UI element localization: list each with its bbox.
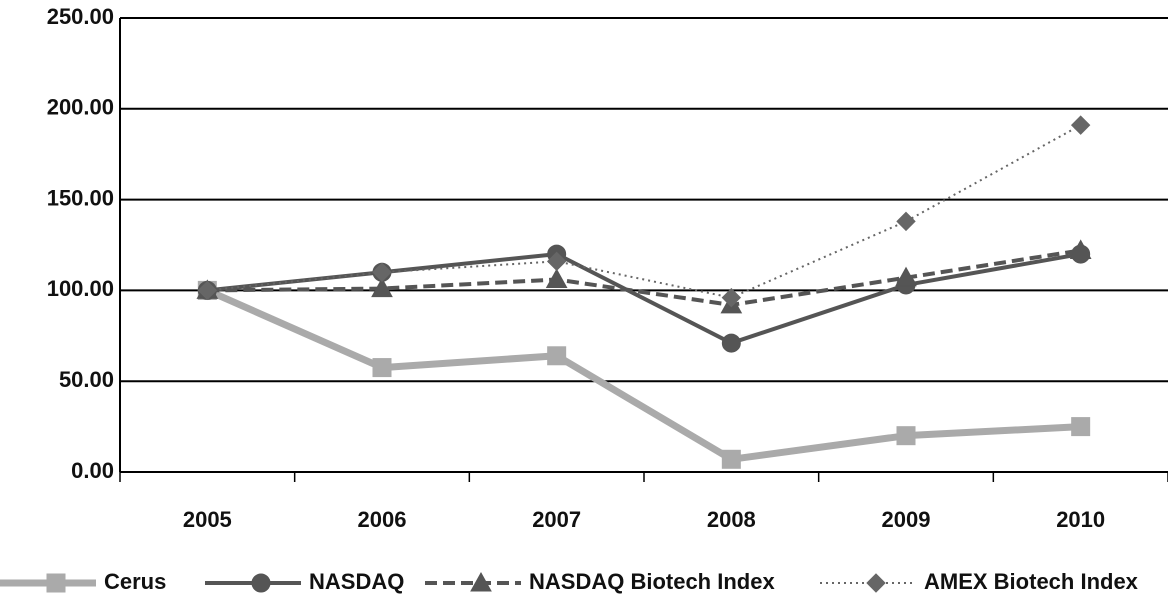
x-tick-label: 2007 (532, 507, 581, 532)
legend-label: NASDAQ Biotech Index (529, 569, 775, 594)
legend-label: AMEX Biotech Index (924, 569, 1139, 594)
x-tick-label: 2008 (707, 507, 756, 532)
y-tick-label: 200.00 (47, 95, 114, 120)
legend-marker (866, 573, 886, 593)
marker (1071, 417, 1091, 437)
marker (547, 346, 567, 366)
y-tick-label: 150.00 (47, 185, 114, 210)
marker (546, 251, 567, 272)
series-line (207, 252, 1082, 346)
marker (895, 266, 917, 287)
marker (371, 277, 393, 298)
y-tick-label: 50.00 (59, 367, 114, 392)
legend-marker (470, 571, 492, 592)
y-tick-label: 0.00 (71, 458, 114, 483)
y-tick-label: 250.00 (47, 4, 114, 29)
x-tick-label: 2010 (1056, 507, 1105, 532)
marker (896, 211, 916, 232)
legend-marker (46, 573, 66, 593)
marker (721, 449, 741, 469)
marker (896, 426, 916, 446)
series-line (207, 124, 1082, 299)
marker (545, 268, 568, 289)
x-tick-label: 2009 (882, 507, 931, 532)
marker (721, 333, 741, 353)
y-tick-label: 100.00 (47, 276, 114, 301)
legend-marker (251, 573, 271, 593)
marker (372, 358, 392, 378)
marker (1069, 239, 1092, 259)
x-tick-label: 2006 (358, 507, 407, 532)
legend-label: Cerus (104, 569, 166, 594)
legend-label: NASDAQ (309, 569, 404, 594)
x-tick-label: 2005 (183, 507, 232, 532)
marker (721, 287, 742, 308)
marker (197, 280, 218, 301)
series-line (205, 287, 1081, 463)
marker (372, 262, 392, 282)
marker (1070, 115, 1091, 135)
series-line (207, 248, 1081, 307)
